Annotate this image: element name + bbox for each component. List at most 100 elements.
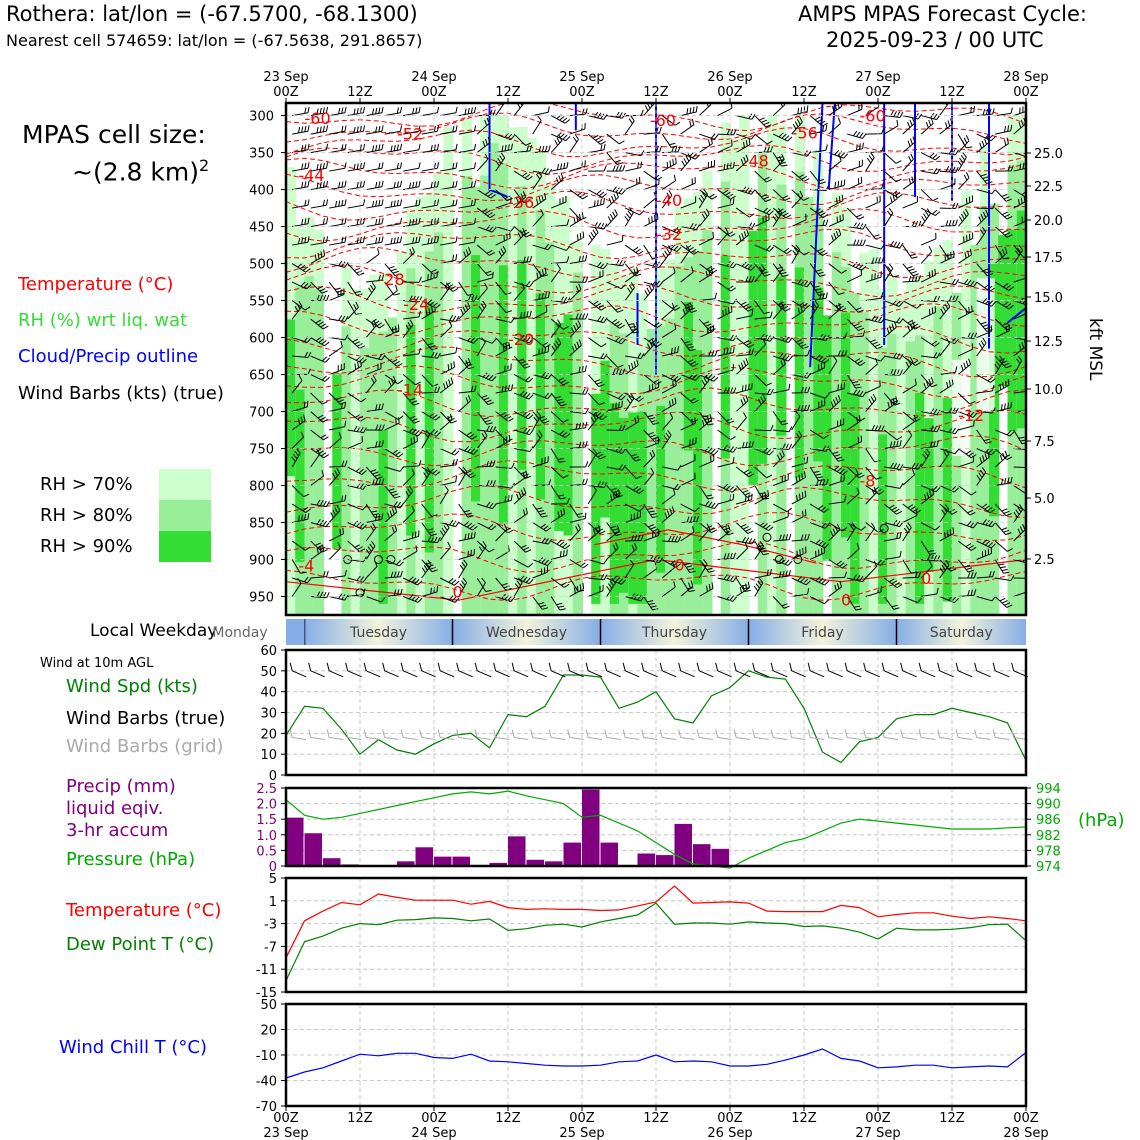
wind-barb-feather — [417, 597, 423, 603]
wind-barb-feather — [634, 417, 637, 424]
wind-barb-feather — [675, 379, 677, 386]
wind-barb-feather — [653, 379, 660, 383]
wind-barb-feather — [553, 343, 558, 349]
wind-barb — [329, 125, 347, 135]
wind-barb-feather — [378, 144, 381, 151]
wind-barb-feather — [381, 217, 384, 224]
wind-barb-feather — [782, 570, 785, 577]
rh-80-band — [461, 176, 472, 615]
wind-barb-feather — [955, 202, 959, 209]
wind-barb-feather — [630, 115, 635, 122]
wind-barb — [754, 264, 765, 283]
rh-70-band — [443, 127, 454, 615]
wind-barb-staff — [661, 417, 674, 431]
wind-barb — [495, 494, 513, 505]
wind-barb-feather — [788, 570, 791, 577]
wind-barb-feather — [726, 128, 731, 135]
wind-barb-feather — [566, 498, 570, 505]
wind-barb-feather — [465, 470, 472, 474]
wind-barb-feather — [370, 377, 375, 384]
wind-barb-feather — [319, 500, 324, 506]
wind-barb-feather — [647, 414, 654, 418]
wind-barb-feather — [788, 383, 791, 390]
wind-barb — [403, 180, 421, 191]
wind-barb-feather — [644, 290, 649, 296]
wind-barb-feather — [768, 210, 774, 216]
wind-barb — [495, 462, 515, 469]
wind-barb-feather — [758, 117, 765, 121]
rh-90-band — [794, 267, 805, 478]
wind-barb-staff — [939, 123, 953, 135]
wind-barb — [366, 424, 385, 431]
wind-barb — [310, 499, 330, 508]
wind-barb-feather — [470, 532, 473, 539]
wind-barb-feather — [1000, 404, 1003, 411]
wind-barb-feather — [609, 580, 615, 587]
wind-barb-feather — [592, 134, 599, 139]
wind-barb-feather — [843, 153, 849, 159]
wind-barb — [329, 420, 347, 431]
wind-barb — [587, 300, 607, 311]
wind-barb-feather — [482, 208, 488, 213]
wind-barb-feather — [582, 195, 588, 200]
wind-barb-feather — [628, 118, 633, 124]
wind-barb-feather — [603, 317, 608, 323]
wind-barb-feather — [797, 107, 800, 115]
wind-barb-feather — [318, 338, 324, 343]
wind-barb-feather — [727, 532, 734, 536]
legend-rh: RH (%) wrt liq. wat — [18, 310, 188, 331]
wind-barb — [421, 180, 440, 191]
wind-barb-feather — [610, 494, 613, 501]
wind-barb-feather — [746, 229, 750, 236]
wind-barb — [736, 276, 755, 283]
wind-barb-feather — [473, 106, 477, 113]
wind-barb-feather — [743, 141, 745, 148]
wind-barb-feather — [614, 159, 621, 163]
wind-barb-feather — [622, 368, 626, 375]
wind-barb-feather — [743, 340, 750, 344]
wind-barb-feather — [321, 549, 328, 553]
wind-barb — [532, 193, 547, 209]
wind-barb-feather — [491, 376, 497, 382]
wind-barb-feather — [899, 111, 904, 118]
wind-barb-staff — [328, 547, 341, 560]
wind-barb — [310, 199, 329, 209]
wind-barb-feather — [304, 181, 307, 188]
wind-barb-feather — [510, 384, 514, 391]
wind-barb-feather — [455, 458, 458, 466]
wind-barb — [643, 282, 655, 301]
wind-barb-feather — [629, 207, 634, 214]
wind-barb-feather — [433, 181, 436, 188]
wind-barb-staff — [606, 530, 620, 542]
wind-barb-feather — [325, 236, 329, 243]
wind-barb-feather — [319, 107, 322, 115]
wind-barb-feather — [344, 217, 347, 224]
wind-barb — [310, 374, 330, 382]
wind-barb-feather — [711, 529, 717, 534]
wind-barb-feather — [437, 537, 441, 543]
wind-barb-feather — [650, 526, 657, 530]
wind-barb-feather — [910, 138, 913, 145]
wind-barb — [587, 374, 605, 387]
wind-barb — [680, 580, 694, 597]
wind-barb-staff — [883, 198, 898, 209]
wind-barb-feather — [637, 162, 640, 169]
rh-70-band — [868, 249, 879, 615]
wind-barb-feather — [673, 174, 677, 181]
wind-barb-feather — [600, 113, 605, 119]
wind-barb-feather — [322, 571, 326, 578]
wind-barb-feather — [399, 236, 403, 243]
wind-barb-feather — [897, 193, 903, 199]
wind-barb-feather — [658, 557, 664, 563]
wind-barb-staff — [624, 466, 637, 479]
wind-barb — [310, 180, 329, 191]
wind-barb-feather — [381, 162, 384, 169]
wind-barb — [550, 114, 571, 124]
wind-barb — [661, 412, 674, 431]
wind-barb-feather — [378, 440, 381, 447]
wind-barb-feather — [727, 285, 734, 290]
wind-barb-feather — [923, 213, 928, 220]
wind-barb — [587, 133, 606, 145]
wind-barb-feather — [576, 512, 583, 516]
wind-barb-feather — [488, 548, 495, 553]
